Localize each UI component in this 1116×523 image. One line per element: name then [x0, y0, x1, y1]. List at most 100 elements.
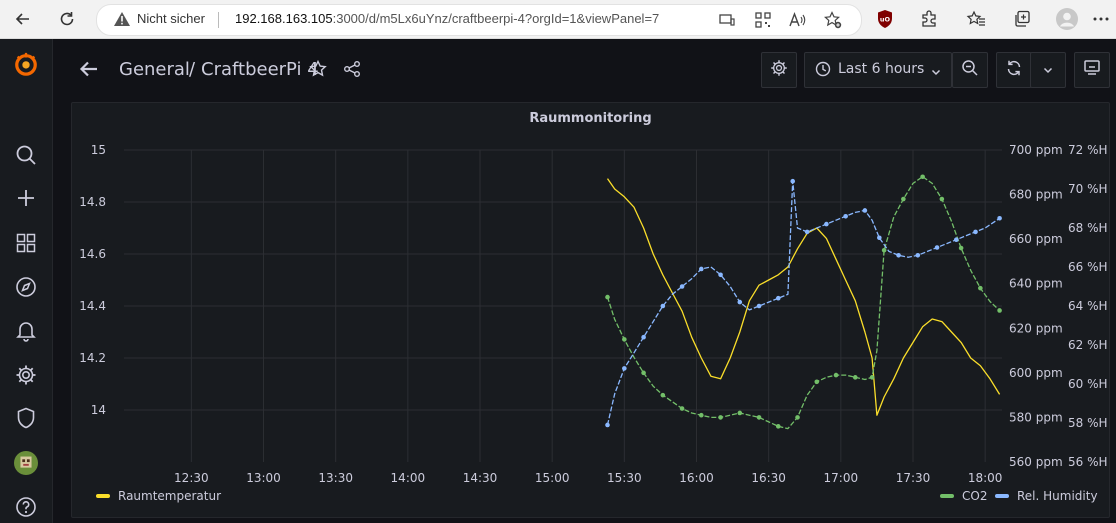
data-point-co2 — [699, 412, 704, 418]
y-right-ppm-tick-label: 600 ppm — [1009, 366, 1063, 380]
address-bar[interactable]: Nicht sicher 192.168.163.105:3000/d/m5Lx… — [96, 4, 862, 36]
y-right-ppm-tick-label: 700 ppm — [1009, 143, 1063, 157]
legend-item-co2[interactable]: CO2 — [940, 489, 987, 503]
data-point-humidity — [862, 208, 868, 213]
y-right-humidity-tick-label: 58 %H — [1068, 416, 1108, 430]
data-point-co2 — [939, 196, 945, 202]
series-line-humidity — [606, 180, 1000, 426]
legend-label-raumtemperatur: Raumtemperatur — [118, 489, 222, 503]
dashboard-title[interactable]: CraftbeerPi 4 — [201, 59, 319, 80]
data-point-co2 — [920, 174, 925, 180]
explore-compass-icon[interactable] — [14, 275, 38, 299]
user-avatar-icon[interactable] — [14, 451, 38, 475]
sidemenu — [0, 39, 53, 523]
back-to-dashboard-icon[interactable] — [78, 58, 100, 80]
y-right-ppm-tick-label: 640 ppm — [1009, 277, 1063, 291]
data-point-humidity — [997, 215, 1002, 221]
refresh-interval-dropdown[interactable] — [1030, 52, 1066, 88]
collections-icon[interactable] — [1011, 8, 1033, 30]
chart-title[interactable]: Raummonitoring — [529, 111, 652, 126]
y-right-ppm-tick-label: 680 ppm — [1009, 188, 1063, 202]
chevron-down-icon — [1042, 61, 1054, 80]
x-tick-label: 18:00 — [968, 471, 1003, 485]
y-right-humidity-tick-label: 72 %H — [1068, 143, 1108, 157]
data-point-humidity — [641, 334, 646, 340]
x-tick-label: 15:00 — [535, 471, 570, 485]
data-point-co2 — [660, 392, 666, 398]
data-point-co2 — [756, 415, 762, 420]
y-right-ppm-tick-label: 660 ppm — [1009, 232, 1063, 246]
read-aloud-icon[interactable] — [787, 10, 807, 30]
zoom-out-icon — [961, 59, 979, 81]
warning-icon[interactable] — [113, 11, 131, 31]
time-range-picker[interactable] — [804, 52, 952, 88]
data-point-humidity — [605, 422, 610, 428]
x-tick-label: 13:00 — [246, 471, 281, 485]
time-range-label[interactable]: Last 6 hours — [838, 61, 925, 77]
y-left-tick-label: 14.8 — [79, 195, 106, 209]
timeseries-chart[interactable]: 12:30 13:00 13:30 14:00 14:30 15:00 15:30 16:00… — [72, 103, 1109, 517]
ublock-icon[interactable]: uO — [874, 8, 896, 30]
data-point-humidity — [915, 253, 921, 258]
breadcrumb-separator: / — [189, 59, 196, 80]
help-icon[interactable] — [14, 495, 38, 519]
y-left-tick-label: 15 — [91, 143, 106, 157]
data-point-humidity — [790, 178, 796, 184]
create-plus-icon[interactable] — [14, 186, 38, 210]
extensions-icon[interactable] — [918, 8, 940, 30]
dashboards-grid-icon[interactable] — [14, 231, 38, 255]
add-favorite-icon[interactable] — [823, 10, 843, 30]
y-left-tick-label: 14.6 — [79, 247, 106, 261]
reload-icon[interactable] — [54, 7, 80, 31]
qr-code-icon[interactable] — [753, 10, 773, 30]
alerting-bell-icon[interactable] — [14, 319, 38, 343]
breadcrumb-folder[interactable]: General — [119, 59, 190, 80]
data-point-co2 — [622, 337, 627, 342]
dashboard-settings-button[interactable] — [761, 52, 797, 88]
x-tick-label: 17:30 — [896, 471, 931, 485]
insecure-label[interactable]: Nicht sicher — [137, 11, 205, 26]
favorites-icon[interactable] — [965, 8, 987, 30]
view-mode-button[interactable] — [1074, 52, 1110, 88]
data-point-humidity — [896, 253, 901, 258]
series-line-temperature — [606, 178, 1001, 416]
grafana-logo-icon[interactable] — [14, 52, 38, 76]
data-point-co2 — [997, 308, 1002, 313]
share-icon[interactable] — [343, 60, 361, 82]
browser-toolbar: Nicht sicher 192.168.163.105:3000/d/m5Lx… — [0, 0, 1116, 39]
x-tick-label: 12:30 — [174, 471, 209, 485]
legend-item-raumtemperatur[interactable]: Raumtemperatur — [96, 489, 221, 503]
svg-text:uO: uO — [880, 16, 891, 24]
server-admin-shield-icon[interactable] — [14, 406, 38, 430]
legend-swatch-humidity — [995, 494, 1009, 498]
profile-avatar-icon[interactable] — [1056, 8, 1078, 30]
data-point-co2 — [605, 294, 610, 300]
y-left-tick-label: 14.4 — [79, 299, 106, 313]
configuration-gear-icon[interactable] — [14, 363, 38, 387]
y-right-ppm-tick-label: 580 ppm — [1009, 410, 1063, 424]
data-point-co2 — [737, 410, 743, 416]
data-point-co2 — [978, 285, 983, 291]
series-line-co2 — [606, 176, 1001, 430]
y-right-humidity-tick-label: 62 %H — [1068, 338, 1108, 352]
url-text[interactable]: 192.168.163.105:3000/d/m5Lx6uYnz/craftbe… — [235, 11, 660, 26]
favorite-star-icon[interactable] — [309, 59, 327, 82]
cast-icon[interactable] — [717, 10, 737, 30]
data-point-humidity — [843, 214, 848, 219]
data-point-co2 — [852, 375, 858, 380]
zoom-out-button[interactable] — [952, 52, 988, 88]
legend-item-humidity[interactable]: Rel. Humidity — [995, 489, 1098, 503]
search-icon[interactable] — [14, 143, 38, 167]
y-left-tick-label: 14.2 — [79, 351, 106, 365]
data-point-humidity — [877, 235, 882, 241]
data-point-co2 — [881, 247, 887, 253]
data-point-co2 — [814, 379, 820, 385]
refresh-button[interactable] — [996, 52, 1032, 88]
more-options-icon[interactable] — [1090, 8, 1112, 30]
data-point-co2 — [958, 245, 964, 251]
data-point-co2 — [869, 375, 875, 380]
back-icon[interactable] — [10, 7, 36, 31]
data-point-co2 — [718, 415, 723, 420]
data-point-humidity — [973, 229, 978, 235]
address-separator — [218, 12, 219, 28]
